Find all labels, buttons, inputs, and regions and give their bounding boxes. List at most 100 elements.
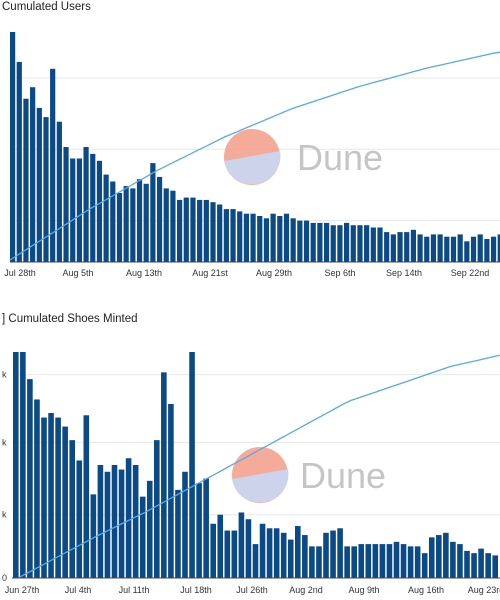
- bar: [309, 546, 315, 578]
- bar: [175, 489, 181, 578]
- chart-title: ] Cumulated Shoes Minted: [2, 313, 138, 325]
- bar: [182, 471, 188, 578]
- bar: [76, 158, 82, 262]
- bar: [163, 188, 169, 262]
- bar: [125, 458, 132, 578]
- x-tick-label: Jun 27th: [5, 585, 40, 595]
- bar: [351, 546, 357, 578]
- dune-watermark: Dune: [224, 129, 383, 185]
- x-tick-label: Sep 22nd: [451, 268, 490, 278]
- bar: [183, 197, 189, 262]
- bar: [273, 528, 280, 578]
- bar: [123, 186, 129, 262]
- x-tick-label: Jul 18th: [180, 585, 212, 595]
- bar: [428, 537, 435, 578]
- x-tick-label: Jul 4th: [65, 585, 92, 595]
- bar: [400, 544, 407, 578]
- bar: [471, 553, 477, 578]
- bar: [43, 117, 49, 262]
- bar: [277, 216, 283, 262]
- bar: [237, 211, 243, 262]
- y-tick-label: k: [2, 370, 7, 380]
- x-tick-label: Aug 2nd: [289, 585, 323, 595]
- bar: [30, 87, 36, 262]
- bar: [316, 546, 322, 578]
- bar: [196, 483, 202, 578]
- bar: [377, 227, 383, 262]
- users-chart-svg: Dune Jul 28th Aug 5th Aug 13th Aug 21st Aug 2…: [4, 32, 500, 278]
- bar: [295, 526, 301, 578]
- bar: [238, 512, 245, 578]
- bar: [350, 225, 356, 262]
- bar: [13, 352, 19, 578]
- bar: [358, 544, 365, 578]
- bar: [372, 544, 379, 578]
- bar: [96, 160, 103, 262]
- bar: [136, 179, 143, 262]
- bar: [384, 232, 390, 262]
- bar: [250, 213, 256, 262]
- bar: [417, 234, 423, 262]
- bar: [177, 199, 183, 262]
- bar: [197, 199, 203, 262]
- bar: [424, 236, 430, 262]
- bar: [139, 496, 146, 578]
- bar: [457, 544, 463, 578]
- watermark-text: Dune: [297, 137, 383, 178]
- bar: [390, 234, 396, 262]
- bar: [48, 413, 54, 578]
- bar: [287, 539, 294, 578]
- bar: [245, 519, 252, 578]
- bar: [443, 532, 449, 578]
- bar: [370, 227, 376, 262]
- bar: [485, 553, 491, 578]
- bar: [143, 183, 149, 262]
- cumulative-line: [9, 51, 500, 261]
- bar: [414, 546, 421, 578]
- x-tick-label: Aug 5th: [62, 268, 93, 278]
- bar: [397, 232, 403, 262]
- bar: [210, 202, 216, 262]
- bar-series: [13, 352, 498, 578]
- bar: [83, 147, 89, 262]
- chart-title: Cumulated Users: [2, 1, 91, 13]
- watermark-text: Dune: [300, 455, 386, 496]
- bar: [386, 544, 393, 578]
- bar: [444, 236, 450, 262]
- x-tick-label: Jul 11th: [119, 585, 150, 595]
- bar: [364, 225, 370, 262]
- bar: [231, 530, 238, 578]
- x-tick-label: Sep 6th: [324, 268, 355, 278]
- bar: [130, 188, 136, 262]
- bar: [189, 352, 195, 578]
- bar: [280, 532, 287, 578]
- bar: [357, 225, 363, 262]
- x-tick-label: Aug 21st: [192, 268, 228, 278]
- bar: [365, 544, 372, 578]
- x-tick-label: Aug 29th: [256, 268, 292, 278]
- x-tick-labels: Jul 28th Aug 5th Aug 13th Aug 21st Aug 29th S…: [4, 268, 489, 278]
- bar: [243, 213, 249, 262]
- bar: [497, 234, 500, 262]
- bar: [484, 239, 490, 262]
- bar: [110, 181, 116, 262]
- bar: [478, 548, 484, 578]
- bar: [62, 426, 68, 578]
- bar: [161, 372, 167, 578]
- bar: [55, 417, 61, 578]
- bar: [421, 553, 428, 578]
- x-tick-label: Aug 16th: [408, 585, 444, 595]
- y-tick-label: k: [2, 510, 7, 520]
- bar: [146, 480, 153, 578]
- bar: [450, 541, 456, 578]
- bar: [41, 417, 47, 578]
- bar: [217, 514, 224, 578]
- bar: [337, 528, 343, 578]
- x-tick-label: Jul 28th: [4, 268, 36, 278]
- bar: [132, 465, 139, 578]
- bar: [203, 478, 209, 578]
- bar: [69, 440, 75, 578]
- bar: [257, 216, 263, 262]
- chart-panel-users: Cumulated Users Dune Jul 28th Aug 5th Aug 1…: [2, 1, 500, 278]
- bar: [104, 471, 111, 578]
